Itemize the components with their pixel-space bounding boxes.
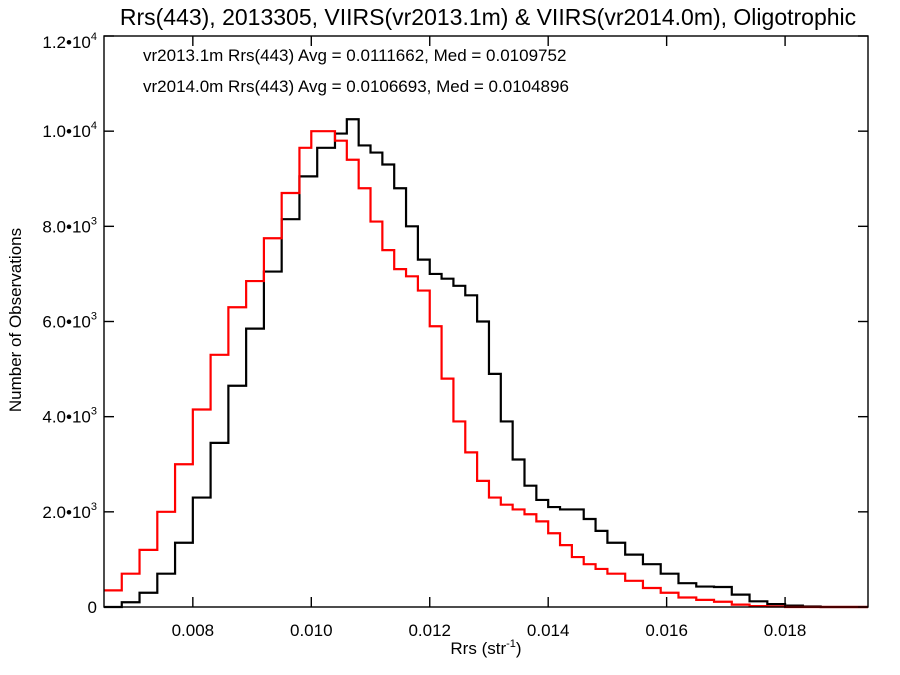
- x-axis-title-base: Rrs (str: [450, 639, 506, 658]
- x-tick-label: 0.018: [764, 621, 807, 640]
- legend: vr2013.1m Rrs(443) Avg = 0.0111662, Med …: [143, 46, 569, 96]
- legend-entry-vr2014: vr2014.0m Rrs(443) Avg = 0.0106693, Med …: [143, 77, 569, 96]
- x-axis-title: Rrs (str-1): [450, 638, 521, 658]
- x-tick-label: 0.014: [527, 621, 570, 640]
- legend-entry-vr2013: vr2013.1m Rrs(443) Avg = 0.0111662, Med …: [143, 46, 566, 65]
- y-tick-label: 6.0•103: [42, 311, 97, 332]
- y-tick-label: 8.0•103: [42, 215, 97, 236]
- x-tick-label: 0.008: [172, 621, 215, 640]
- x-tick-label: 0.016: [645, 621, 688, 640]
- y-tick-label: 2.0•103: [42, 501, 97, 522]
- x-axis-title-tail: ): [516, 639, 522, 658]
- x-axis-title-sup: -1: [506, 638, 516, 650]
- chart-title: Rrs(443), 2013305, VIIRS(vr2013.1m) & VI…: [120, 4, 856, 30]
- series-line-vr2014.0m: [104, 130, 868, 609]
- y-tick-label: 1.0•104: [42, 120, 97, 141]
- plot-area: 0.008 0.010 0.012 0.014 0.016 0.018 0 2.0•103 4.…: [42, 31, 869, 640]
- y-tick-label: 0: [88, 598, 97, 617]
- x-tick-label: 0.012: [408, 621, 451, 640]
- x-tick-label: 0.010: [290, 621, 333, 640]
- y-axis-title: Number of Observations: [6, 228, 25, 412]
- series-line-vr2013.1m: [104, 118, 868, 609]
- y-tick-label: 4.0•103: [42, 406, 97, 427]
- y-tick-label: 1.2•104: [42, 31, 97, 52]
